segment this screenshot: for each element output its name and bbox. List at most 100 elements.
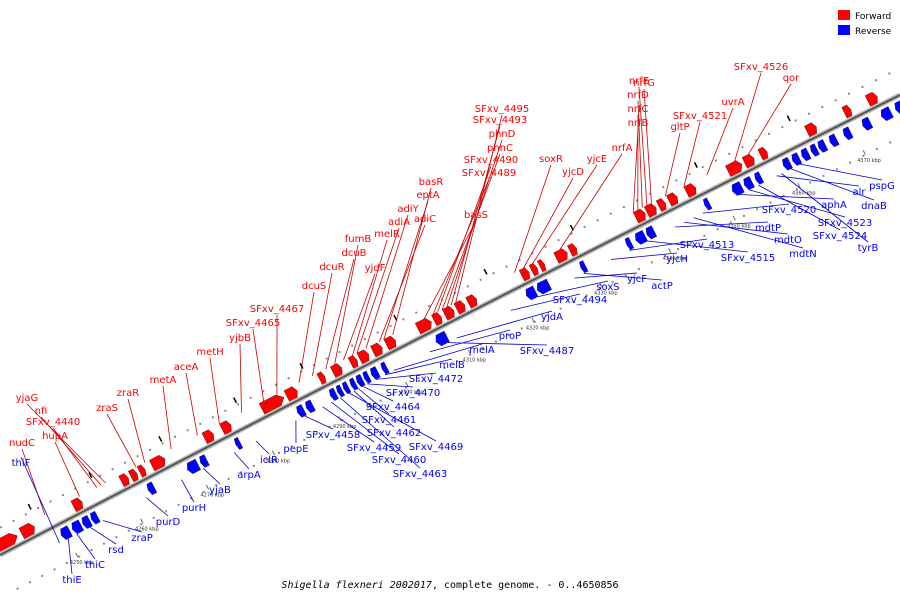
forward-gene-leader-line [127,398,146,463]
reverse-gene-leader-line [758,184,841,231]
forward-gene-label-meta: metA [150,375,177,386]
guide-dot [190,497,193,500]
reverse-gene-label-mela: melA [469,345,495,356]
reverse-gene-leader-line [684,222,789,235]
scale-tick [599,282,603,288]
guide-dot [583,225,586,228]
gene-features [0,91,900,552]
forward-gene [725,160,743,177]
forward-gene-leader-line [664,132,681,197]
guide-dot [557,239,560,242]
forward-gene [329,363,343,378]
forward-gene [316,371,327,385]
guide-dot [354,412,357,415]
forward-gene [370,342,383,358]
marker-tick [786,115,791,122]
forward-gene-label-yjdf: yjdF [365,263,386,274]
guide-dot [492,272,495,275]
forward-gene [431,312,443,326]
reverse-gene [525,285,539,301]
forward-gene-label-sfxv-4467: SFxv_4467 [250,304,304,315]
guide-dot [351,344,354,347]
reverse-gene [624,236,635,250]
reverse-gene [880,106,894,122]
forward-gene [127,468,139,483]
guide-dot [874,79,877,82]
reverse-gene [842,126,854,141]
guide-dot [611,281,614,284]
forward-gene-label-adia: adiA [388,217,410,228]
scale-tick-label: 4290 kbp [333,424,357,430]
guide-dot [809,181,812,184]
guide-dot [875,148,878,151]
guide-dot [315,432,318,435]
reverse-gene-label-sfxv-4520: SFxv_4520 [762,205,816,216]
guide-dot [363,337,366,340]
forward-gene-label-meth: metH [196,347,223,358]
forward-gene [528,262,539,277]
guide-dot [835,168,838,171]
forward-gene [632,208,646,224]
reverse-gene-leader-line [693,217,804,249]
guide-dot [742,214,745,217]
reverse-gene [335,384,346,398]
scale-tick-label: 4370 kbp [857,158,881,164]
guide-dot [392,393,395,396]
guide-dot [78,555,81,558]
forward-gene [201,429,215,445]
reverse-gene-leader-line [776,175,860,187]
reverse-gene-leader-line [647,240,749,253]
reverse-gene-leader-line [629,238,708,251]
reverse-gene-label-sfxv-4470: SFxv_4470 [386,388,440,399]
forward-gene-label-nfi: nfi [35,406,48,417]
forward-gene-label-yjbb: yjbB [229,333,251,344]
reverse-gene-label-rsd: rsd [108,545,124,556]
reverse-gene [635,230,648,245]
reverse-gene-label-sfxv-4523: SFxv_4523 [818,218,872,229]
forward-gene-leader-line [637,100,643,208]
forward-gene-leader-line [446,139,503,308]
reverse-gene [536,278,552,295]
forward-gene [18,522,35,540]
reverse-gene-leader-line [610,252,678,260]
guide-dot [729,221,732,224]
forward-gene-label-nrfb: nrfB [628,118,649,129]
reverse-gene [305,399,316,414]
reverse-gene-leader-line [429,329,511,353]
forward-gene [70,497,84,513]
guide-dot [236,403,239,406]
reverse-gene-leader-line [89,526,117,545]
forward-gene [643,203,657,218]
forward-gene-leader-line [632,128,639,213]
marker-tick [569,224,574,231]
guide-dot [688,172,691,175]
forward-gene-label-zrar: zraR [117,388,139,399]
forward-gene-label-bass: basS [464,210,488,221]
guide-dot [769,201,772,204]
forward-gene-label-melr: melR [374,229,400,240]
marker-tick [88,472,93,479]
reverse-gene-leader-line [362,385,394,402]
forward-gene [136,464,147,478]
guide-dot [300,370,303,373]
guide-dot [533,320,536,323]
guide-dot [849,161,852,164]
forward-gene-label-nudc: nudC [9,438,35,449]
guide-dot [466,285,469,288]
forward-gene [258,394,285,415]
forward-gene [283,386,298,402]
guide-dot [862,154,865,157]
forward-gene [347,355,359,369]
map-caption: Shigella flexneri 2002017, complete geno… [281,580,618,591]
scale-tick [468,349,472,355]
guide-dot [598,287,601,290]
guide-dot [174,435,177,438]
guide-dot [716,228,719,231]
guide-dot [12,519,15,522]
reverse-gene-leader-line [510,293,581,311]
forward-gene-label-fumb: fumB [345,234,372,245]
forward-gene-label-nrfa: nrfA [612,143,633,154]
guide-dot [677,248,680,251]
reverse-gene-leader-line [76,533,96,560]
forward-gene-label-sfxv-4493: SFxv_4493 [473,115,527,126]
